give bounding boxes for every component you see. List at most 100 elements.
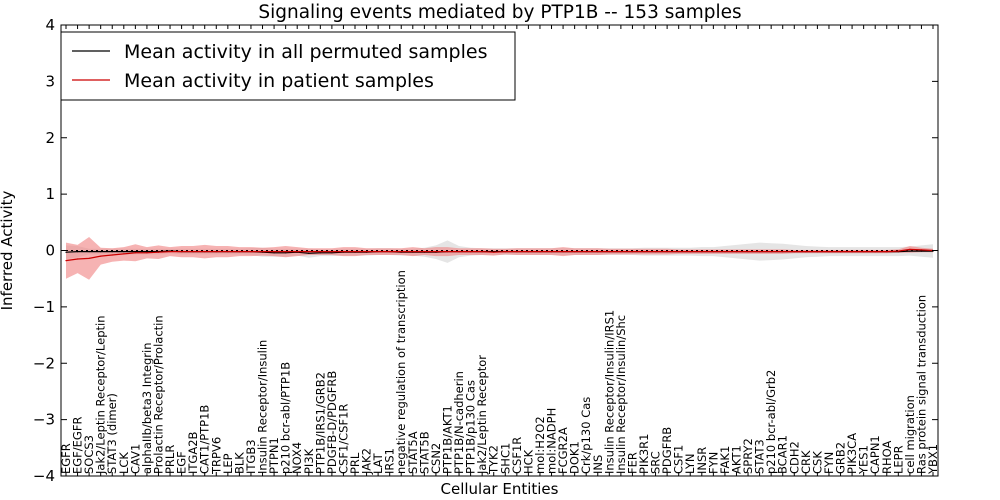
series-0-point-23 <box>331 252 333 254</box>
x-tick-label: BLK <box>232 452 246 474</box>
x-tick-label: STAT3 <box>753 439 767 474</box>
series-1-point-72 <box>897 250 899 252</box>
series-1-point-10 <box>181 251 183 253</box>
x-tick-label: CAV1 <box>128 444 142 474</box>
x-tick-label: FYN <box>822 452 836 474</box>
legend-label-patient: Mean activity in patient samples <box>124 70 434 92</box>
y-tick-label: −3 <box>33 411 55 429</box>
x-tick-label: p210 bcr-abl/PTP1B <box>279 362 293 474</box>
series-1-point-34 <box>458 251 460 253</box>
x-tick-label: PTP1B/p130 Cas <box>464 380 478 474</box>
x-tick-label: Prolactin Receptor/Prolactin <box>152 315 166 474</box>
legend: Mean activity in all permuted samples Me… <box>60 31 516 101</box>
series-1-point-58 <box>735 251 738 253</box>
series-0-point-7 <box>146 251 148 253</box>
series-0-point-21 <box>308 252 310 254</box>
series-1-point-59 <box>747 251 749 253</box>
series-1-point-37 <box>493 251 495 253</box>
x-tick-label: PIK3CA <box>845 433 859 474</box>
series-1-point-60 <box>759 251 761 253</box>
x-tick-label: CAT1/PTP1B <box>198 405 212 474</box>
series-1-point-65 <box>816 251 819 253</box>
series-1-point-15 <box>238 251 240 253</box>
series-1-point-19 <box>285 251 287 253</box>
x-tick-label: TRPV6 <box>209 437 223 475</box>
legend-label-permuted: Mean activity in all permuted samples <box>124 41 487 63</box>
x-tick-label: PTP1B/AKT1 <box>441 405 455 474</box>
series-1-point-8 <box>157 251 160 253</box>
series-1-point-29 <box>400 251 402 253</box>
series-1-point-66 <box>828 251 830 253</box>
x-tick-label: STAT3 (dimer) <box>105 393 119 474</box>
series-1-point-33 <box>446 251 449 253</box>
series-1-point-51 <box>655 251 657 253</box>
series-1-point-3 <box>100 255 102 257</box>
series-1-point-30 <box>412 251 414 253</box>
series-0-point-6 <box>134 251 136 253</box>
x-tick-label: JAK2 <box>360 448 374 475</box>
x-tick-label: CSF1R <box>510 437 524 474</box>
x-tick-label: cell migration <box>903 395 917 474</box>
series-0-point-1 <box>77 251 79 253</box>
series-1-point-56 <box>712 251 715 253</box>
x-tick-label: mol:NADPH <box>545 408 559 474</box>
x-tick-label: CSK <box>810 451 824 474</box>
x-tick-label: mol:H2O2 <box>533 416 547 474</box>
series-1-point-18 <box>273 251 275 253</box>
series-1-point-28 <box>389 251 391 253</box>
series-1-point-67 <box>839 251 842 253</box>
x-tick-label: EGF/EGFR <box>71 417 85 474</box>
series-0-point-19 <box>285 252 287 254</box>
x-tick-label: Jak2/Leptin Receptor/Leptin <box>94 316 108 475</box>
x-tick-label: LCK <box>117 452 131 474</box>
series-1-point-49 <box>631 251 634 253</box>
x-tick-label: PTP1B/N-cadherin <box>452 371 466 474</box>
x-tick-label: CRK <box>799 450 813 474</box>
x-tick-label: FAK1 <box>718 446 732 474</box>
y-tick-label: −1 <box>33 298 55 316</box>
legend-box <box>60 31 516 101</box>
series-1-point-44 <box>574 251 576 253</box>
series-line-1 <box>65 248 934 262</box>
series-1-point-1 <box>77 258 79 260</box>
x-tick-label: Insulin Receptor/Insulin/IRS1 <box>602 310 616 474</box>
series-1-point-27 <box>377 251 379 253</box>
series-1-point-63 <box>793 251 795 253</box>
x-tick-label: INSR <box>695 447 709 474</box>
x-axis-title: Cellular Entities <box>441 480 559 498</box>
x-tick-label: PTPN1 <box>267 437 281 474</box>
x-tick-label: PDGFRB <box>660 427 674 474</box>
x-tick-label: CDH2 <box>787 441 801 474</box>
series-1-point-23 <box>331 251 333 253</box>
x-tick-label: AKT1 <box>730 445 744 474</box>
series-1-point-39 <box>516 251 518 253</box>
x-tick-label: SOCS3 <box>82 435 96 474</box>
x-tick-label: YES1 <box>857 445 871 475</box>
series-1-point-61 <box>770 251 772 253</box>
x-tick-label: SHC1 <box>498 443 512 474</box>
x-tick-label: FYN <box>706 452 720 474</box>
series-1-point-64 <box>805 251 807 253</box>
y-tick-label: 3 <box>45 72 55 90</box>
x-tick-label: YBX1 <box>926 444 940 475</box>
series-1-point-73 <box>909 248 911 250</box>
x-tick-label: p210 bcr-abl/Grb2 <box>764 370 778 474</box>
x-tick-label: BCAR1 <box>776 435 790 474</box>
x-tick-label: CSF1/CSF1R <box>336 404 350 474</box>
series-1-point-7 <box>146 252 148 254</box>
x-tick-label: PIK3R1 <box>637 434 651 475</box>
x-tick-label: PDGFB-D/PDGFRB <box>325 371 339 474</box>
x-tick-label: HCK <box>521 449 535 474</box>
y-tick-label: 0 <box>45 242 55 260</box>
x-tick-label: Insulin Receptor/Insulin <box>256 340 270 474</box>
y-tick-label: −2 <box>33 354 55 372</box>
x-tick-label: Insulin Receptor/Insulin/Shc <box>614 315 628 474</box>
x-tick-label: DOK1 <box>568 441 582 474</box>
series-0-point-73 <box>909 250 911 252</box>
series-1-point-11 <box>192 251 194 253</box>
x-tick-label: PRLR <box>163 445 177 474</box>
y-axis-title: Inferred Activity <box>0 190 16 310</box>
series-0-point-2 <box>88 251 90 253</box>
x-tick-label: EGFR <box>59 443 73 474</box>
